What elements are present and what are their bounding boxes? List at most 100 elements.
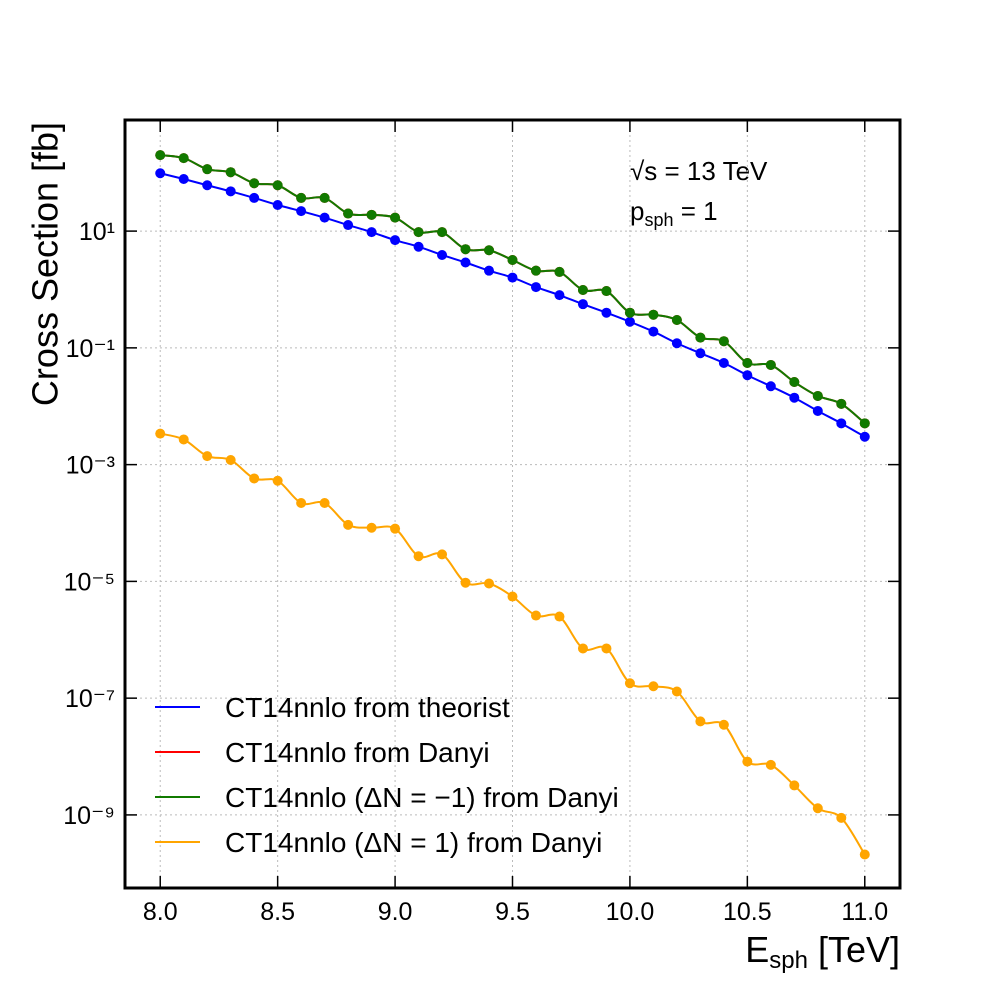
data-point <box>343 220 354 231</box>
annotation-main: p <box>630 196 644 226</box>
data-point <box>296 498 307 509</box>
data-point <box>789 780 800 791</box>
data-point <box>272 199 283 210</box>
data-point <box>343 519 354 530</box>
data-point <box>836 812 847 823</box>
data-point <box>460 577 471 588</box>
data-point <box>366 227 377 238</box>
data-point <box>601 643 612 654</box>
x-tick-label: 8.5 <box>260 898 295 926</box>
data-point <box>554 611 565 622</box>
data-point <box>812 390 823 401</box>
data-point <box>601 307 612 318</box>
data-point <box>765 359 776 370</box>
data-point <box>249 473 260 484</box>
y-tick-label: 10⁻⁵ <box>64 568 115 596</box>
data-point <box>319 192 330 203</box>
data-point <box>742 756 753 767</box>
data-point <box>577 643 588 654</box>
data-point <box>836 418 847 429</box>
data-point <box>507 591 518 602</box>
data-point <box>577 299 588 310</box>
data-point <box>390 212 401 223</box>
data-point <box>577 284 588 295</box>
data-point <box>789 377 800 388</box>
y-tick-label: 10⁻³ <box>66 452 115 480</box>
data-point <box>695 332 706 343</box>
data-point <box>671 686 682 697</box>
data-point <box>202 451 213 462</box>
data-point <box>437 227 448 238</box>
data-point <box>366 209 377 220</box>
x-label-rest: [TeV] <box>808 929 900 970</box>
legend-label: CT14nnlo (ΔN = 1) from Danyi <box>225 827 602 858</box>
plot-frame <box>123 118 902 890</box>
data-point <box>437 549 448 560</box>
x-tick-label: 9.0 <box>378 898 413 926</box>
x-tick-label: 10.0 <box>606 898 655 926</box>
data-point <box>272 475 283 486</box>
data-point <box>413 227 424 238</box>
annotation: √s = 13 TeV <box>630 156 768 186</box>
x-tick-label: 8.0 <box>143 898 178 926</box>
data-point <box>812 803 823 814</box>
data-point <box>202 164 213 175</box>
data-point <box>765 759 776 770</box>
annotation-rest: = 1 <box>674 196 718 226</box>
x-axis-label: Esph [TeV] <box>745 929 900 974</box>
data-point <box>319 498 330 509</box>
y-tick-label: 10⁻⁷ <box>65 685 115 713</box>
legend-label: CT14nnlo from Danyi <box>225 737 490 768</box>
data-point <box>155 150 166 161</box>
x-label-sub: sph <box>769 947 808 974</box>
data-point <box>484 245 495 256</box>
data-point <box>460 257 471 268</box>
data-point <box>178 174 189 185</box>
data-point <box>319 212 330 223</box>
data-point <box>437 249 448 260</box>
data-point <box>648 681 659 692</box>
legend-label: CT14nnlo from theorist <box>225 692 510 723</box>
data-point <box>648 309 659 320</box>
data-point <box>296 206 307 217</box>
data-point <box>789 392 800 403</box>
legend-label: CT14nnlo (ΔN = −1) from Danyi <box>225 782 619 813</box>
annotation: psph = 1 <box>630 196 718 230</box>
data-point <box>202 180 213 191</box>
data-point <box>695 348 706 359</box>
data-point <box>249 178 260 189</box>
data-point <box>296 192 307 203</box>
data-point <box>624 316 635 327</box>
data-point <box>624 678 635 689</box>
data-point <box>413 551 424 562</box>
data-point <box>695 716 706 727</box>
data-point <box>530 265 541 276</box>
x-tick-label: 9.5 <box>495 898 530 926</box>
data-point <box>671 315 682 326</box>
x-tick-label: 10.5 <box>723 898 772 926</box>
data-point <box>507 254 518 265</box>
data-point <box>718 358 729 369</box>
data-point <box>155 428 166 439</box>
data-point <box>390 235 401 246</box>
data-point <box>460 244 471 255</box>
x-tick-label: 11.0 <box>841 898 888 926</box>
x-label-main: E <box>745 929 769 970</box>
data-point <box>178 434 189 445</box>
data-point <box>859 849 870 860</box>
data-point <box>624 307 635 318</box>
data-point <box>601 286 612 297</box>
data-point <box>718 719 729 730</box>
data-point <box>225 167 236 178</box>
data-point <box>272 180 283 191</box>
data-point <box>554 266 565 277</box>
data-point <box>648 326 659 337</box>
data-point <box>413 241 424 252</box>
data-point <box>671 338 682 349</box>
data-point <box>859 418 870 429</box>
data-point <box>718 336 729 347</box>
data-point <box>742 358 753 369</box>
data-point <box>507 272 518 283</box>
y-axis-label: Cross Section [fb] <box>25 122 66 406</box>
